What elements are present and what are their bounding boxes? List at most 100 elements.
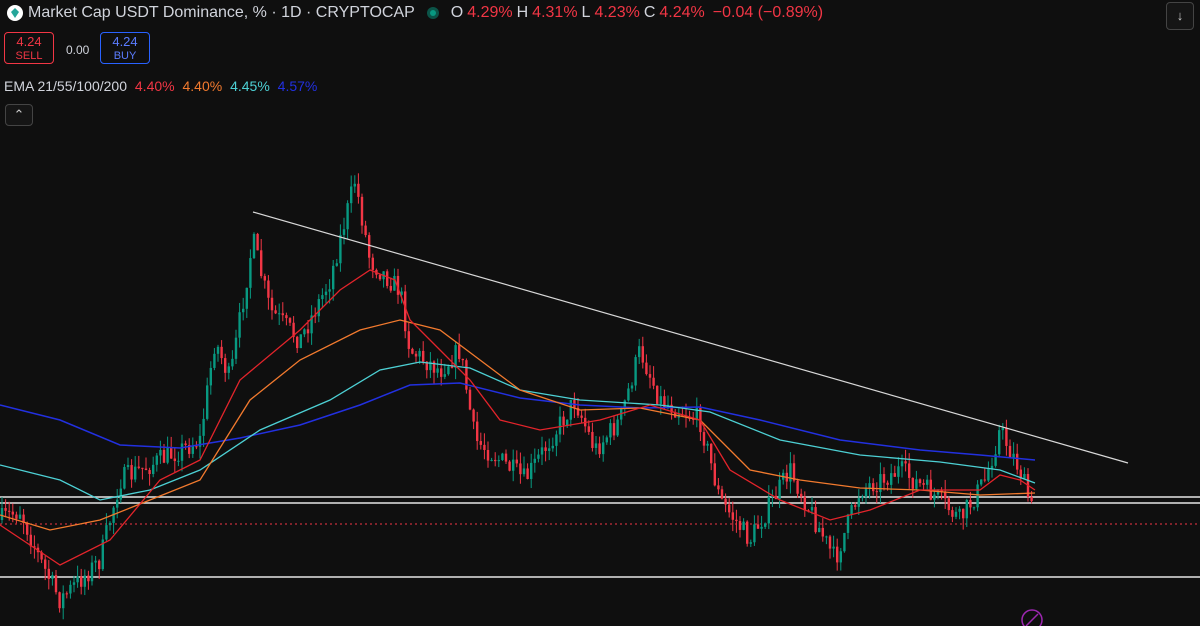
candle-body xyxy=(227,366,230,373)
candle-body xyxy=(659,396,662,404)
candles xyxy=(0,173,1033,620)
ema-200 xyxy=(0,382,1036,461)
candle-body xyxy=(544,447,547,451)
candle-body xyxy=(1019,469,1022,479)
candle-body xyxy=(828,536,832,549)
candle-body xyxy=(562,416,565,426)
buy-button[interactable]: 4.24 BUY xyxy=(100,32,150,64)
candle-body xyxy=(202,418,205,436)
candle-body xyxy=(263,276,266,281)
candle-body xyxy=(724,498,727,505)
candle-body xyxy=(288,318,292,323)
candle-body xyxy=(137,466,140,468)
candle-body xyxy=(1008,445,1012,458)
candle-body xyxy=(198,435,202,447)
candle-body xyxy=(616,419,619,436)
candle-body xyxy=(854,505,857,507)
candle-body xyxy=(458,345,461,359)
sell-button[interactable]: 4.24 SELL xyxy=(4,32,54,64)
candle-body xyxy=(504,453,508,462)
candle-body xyxy=(652,377,655,386)
candle-body xyxy=(443,374,446,377)
candle-body xyxy=(411,348,414,354)
candle-body xyxy=(252,233,256,259)
candle-body xyxy=(436,368,439,373)
candle-body xyxy=(245,287,248,309)
ohlc-label: H xyxy=(516,4,529,21)
candle-body xyxy=(242,308,245,313)
trendline xyxy=(252,211,1129,464)
candle-body xyxy=(310,315,313,334)
candle-body xyxy=(407,331,410,349)
collapse-button[interactable]: ⌃ xyxy=(5,104,33,126)
candle-body xyxy=(386,271,389,286)
ema-55 xyxy=(0,319,1036,531)
candle-body xyxy=(317,299,320,317)
candle-body xyxy=(555,434,558,446)
candle-body xyxy=(11,511,14,515)
candle-body xyxy=(771,495,774,497)
candle-body xyxy=(188,444,191,454)
candle-body xyxy=(490,459,493,461)
candle-body xyxy=(548,448,551,451)
ema-100 xyxy=(0,361,1036,501)
candle-body xyxy=(918,479,922,484)
candle-body xyxy=(278,313,281,315)
candle-body xyxy=(206,385,209,419)
candle-body xyxy=(638,346,641,358)
candle-body xyxy=(893,473,896,477)
candle-body xyxy=(44,559,47,569)
candle-body xyxy=(731,512,734,520)
candle-body xyxy=(598,443,601,455)
candle-body xyxy=(501,453,504,461)
candle-body xyxy=(904,461,907,464)
scroll-button[interactable]: ↓ xyxy=(1166,2,1194,30)
candle-body xyxy=(825,536,828,538)
candle-body xyxy=(166,447,169,463)
candle-body xyxy=(591,431,594,448)
candle-body xyxy=(1030,496,1033,502)
candle-body xyxy=(105,525,108,540)
candle-body xyxy=(519,463,522,475)
candle-body xyxy=(360,196,364,226)
candle-body xyxy=(728,504,731,513)
candle-body xyxy=(810,507,814,511)
candle-body xyxy=(94,560,97,563)
candle-body xyxy=(486,450,490,461)
candle-body xyxy=(875,491,878,493)
candle-body xyxy=(515,459,518,464)
candle-body xyxy=(508,461,511,471)
candle-body xyxy=(497,460,500,462)
candle-body xyxy=(274,310,277,314)
icon[interactable] xyxy=(1021,609,1043,626)
candle-body xyxy=(962,508,965,519)
indicator-name: EMA 21/55/100/200 xyxy=(4,78,127,94)
candle-body xyxy=(958,508,961,512)
candle-body xyxy=(778,479,781,500)
candle-body xyxy=(285,315,288,319)
candle-body xyxy=(972,507,976,509)
indicator-legend: EMA 21/55/100/200 4.40% 4.40% 4.45% 4.57… xyxy=(4,78,317,94)
candle-body xyxy=(566,419,569,426)
candle-body xyxy=(803,496,806,511)
candle-body xyxy=(965,500,968,519)
candle-body xyxy=(695,407,698,420)
candle-body xyxy=(328,289,331,292)
candle-body xyxy=(108,522,112,526)
candle-body xyxy=(47,568,50,579)
candle-body xyxy=(339,234,342,264)
candle-body xyxy=(753,524,756,543)
candle-body xyxy=(324,291,328,296)
candle-body xyxy=(303,329,306,335)
candle-body xyxy=(393,275,396,291)
candle-body xyxy=(645,362,648,375)
ema-21 xyxy=(0,269,1036,566)
candle-body xyxy=(987,469,990,481)
candle-body xyxy=(389,285,392,291)
candle-body xyxy=(15,514,18,519)
candle-body xyxy=(371,257,374,270)
candle-body xyxy=(933,494,936,500)
candle-body xyxy=(702,432,706,446)
candle-body xyxy=(220,346,223,359)
